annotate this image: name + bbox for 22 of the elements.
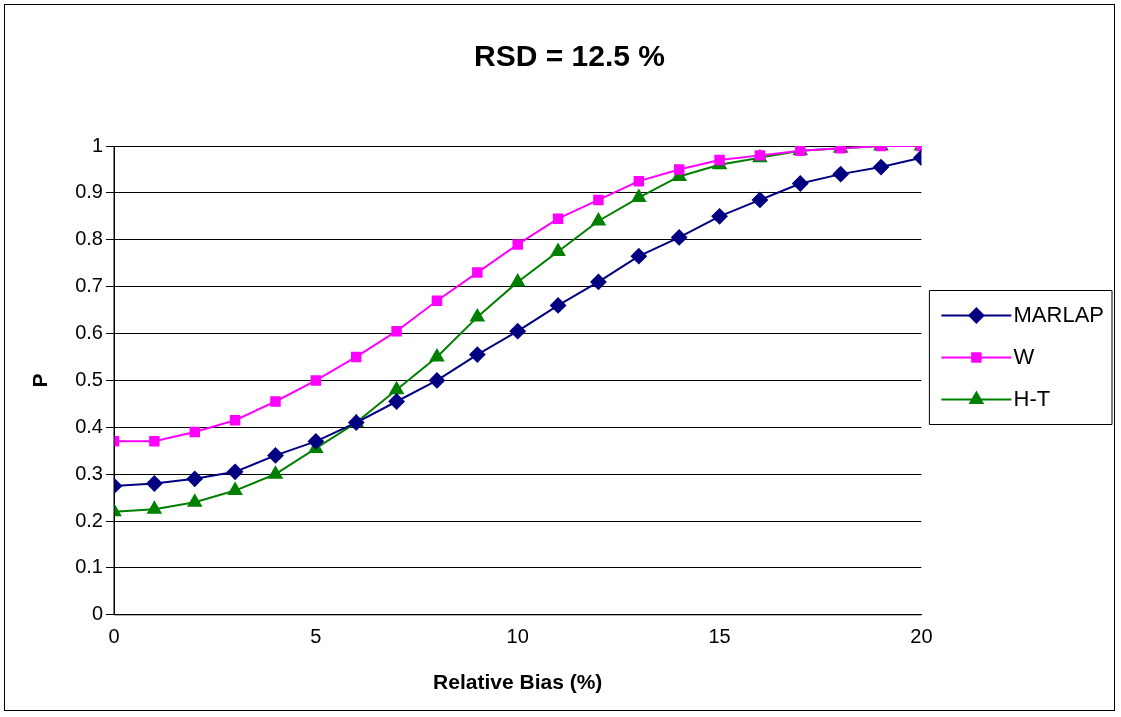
chart-title: RSD = 12.5 % — [474, 39, 665, 73]
x-tick-label: 10 — [506, 625, 529, 648]
y-tick-label: 0.2 — [75, 508, 103, 531]
legend-label: H-T — [952, 385, 1051, 411]
y-tick-label: 0.5 — [75, 367, 103, 390]
y-tick-label: 0 — [91, 602, 103, 625]
y-tick-label: 0.1 — [75, 555, 103, 578]
legend-label: W — [952, 343, 1035, 369]
legend-label: MARLAP — [952, 301, 1104, 327]
y-tick-label: 0.3 — [75, 461, 103, 484]
x-tick-label: 15 — [708, 625, 731, 648]
y-tick-label: 0.7 — [75, 274, 103, 297]
y-tick-label: 0.8 — [75, 227, 103, 250]
y-tick-label: 0.9 — [75, 180, 103, 203]
y-tick-label: 1 — [91, 133, 103, 156]
y-axis-title: P — [28, 373, 52, 388]
x-tick-label: 5 — [310, 625, 322, 648]
y-tick-label: 0.6 — [75, 321, 103, 344]
x-axis-title: Relative Bias (%) — [433, 670, 603, 694]
y-tick-label: 0.4 — [75, 414, 103, 437]
x-tick-label: 0 — [108, 625, 120, 648]
x-tick-label: 20 — [910, 625, 933, 648]
